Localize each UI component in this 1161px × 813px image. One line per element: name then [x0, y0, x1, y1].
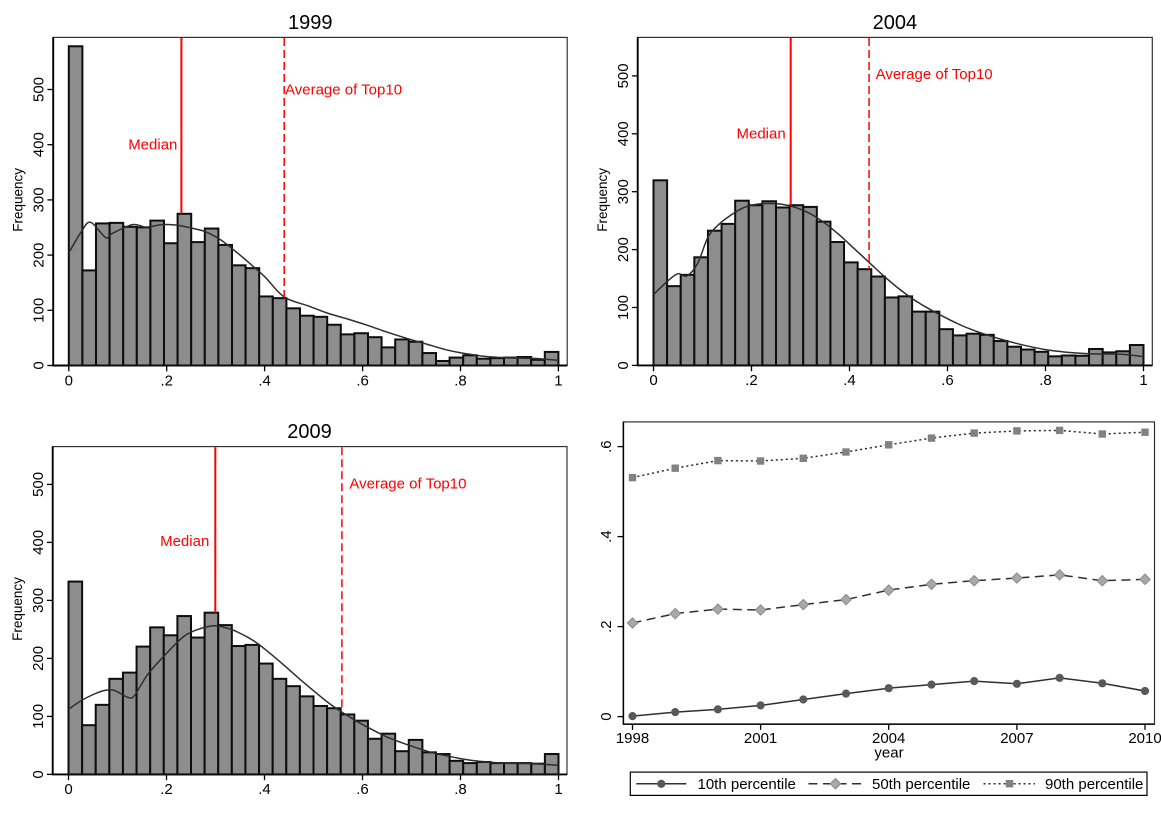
svg-text:1: 1: [554, 781, 562, 798]
svg-text:.2: .2: [598, 620, 615, 633]
svg-text:2004: 2004: [872, 730, 905, 747]
svg-text:0: 0: [649, 372, 657, 389]
svg-text:.2: .2: [160, 781, 173, 798]
svg-text:Median: Median: [160, 533, 209, 550]
svg-text:Median: Median: [128, 137, 177, 154]
svg-text:400: 400: [31, 132, 48, 157]
svg-text:400: 400: [615, 121, 632, 146]
svg-text:2009: 2009: [287, 421, 332, 443]
svg-text:500: 500: [30, 472, 47, 497]
svg-text:500: 500: [615, 63, 632, 88]
svg-text:500: 500: [31, 77, 48, 102]
svg-text:year: year: [874, 745, 903, 762]
svg-text:Frequency: Frequency: [595, 168, 610, 232]
svg-text:1998: 1998: [616, 730, 649, 747]
svg-text:100: 100: [30, 704, 47, 729]
svg-text:0: 0: [598, 712, 615, 720]
svg-text:0: 0: [615, 361, 632, 369]
svg-text:.4: .4: [258, 372, 271, 389]
svg-text:1: 1: [1139, 372, 1147, 389]
svg-text:400: 400: [30, 530, 47, 555]
svg-text:.6: .6: [941, 372, 954, 389]
svg-text:300: 300: [31, 187, 48, 212]
svg-text:.6: .6: [356, 781, 369, 798]
svg-text:300: 300: [615, 179, 632, 204]
svg-text:0: 0: [64, 781, 72, 798]
svg-text:.4: .4: [843, 372, 856, 389]
svg-text:0: 0: [31, 361, 48, 369]
svg-text:200: 200: [30, 646, 47, 671]
svg-text:100: 100: [615, 295, 632, 320]
svg-text:1999: 1999: [288, 12, 333, 34]
svg-text:50th percentile: 50th percentile: [872, 776, 970, 793]
svg-text:.6: .6: [598, 440, 615, 453]
svg-text:0: 0: [65, 372, 73, 389]
svg-text:Median: Median: [736, 126, 785, 143]
svg-text:Average of Top10: Average of Top10: [349, 476, 466, 493]
svg-text:.8: .8: [1039, 372, 1052, 389]
svg-text:2004: 2004: [873, 12, 918, 34]
svg-text:.6: .6: [356, 372, 369, 389]
svg-text:2010: 2010: [1128, 730, 1161, 747]
svg-text:10th percentile: 10th percentile: [698, 776, 796, 793]
svg-text:200: 200: [615, 237, 632, 262]
svg-text:Average of Top10: Average of Top10: [876, 66, 993, 83]
svg-text:100: 100: [31, 298, 48, 323]
svg-text:.4: .4: [258, 781, 271, 798]
svg-text:Frequency: Frequency: [10, 577, 25, 641]
svg-text:Average of Top10: Average of Top10: [285, 81, 402, 98]
svg-text:.2: .2: [160, 372, 173, 389]
svg-text:200: 200: [31, 243, 48, 268]
svg-text:1: 1: [554, 372, 562, 389]
svg-text:90th percentile: 90th percentile: [1045, 776, 1143, 793]
svg-text:0: 0: [30, 770, 47, 778]
svg-text:.2: .2: [745, 372, 758, 389]
svg-text:2007: 2007: [1000, 730, 1033, 747]
svg-text:.4: .4: [598, 530, 615, 543]
svg-text:.8: .8: [454, 372, 467, 389]
svg-text:.8: .8: [454, 781, 467, 798]
svg-text:Frequency: Frequency: [10, 168, 25, 232]
svg-text:300: 300: [30, 588, 47, 613]
svg-text:2001: 2001: [744, 730, 777, 747]
